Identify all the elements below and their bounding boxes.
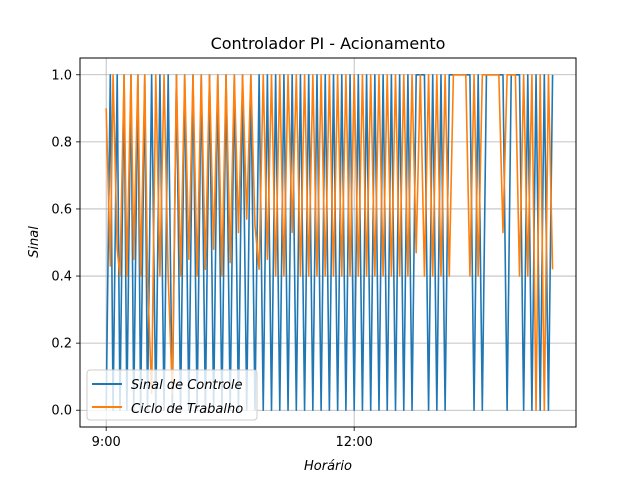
y-tick-label: 0.0: [51, 404, 72, 419]
series-lines: [105, 73, 554, 412]
plot-frame: [79, 57, 577, 428]
legend-label-controle: Sinal de Controle: [131, 378, 242, 393]
y-tick-label: 0.6: [51, 202, 72, 217]
y-tick-label: 0.4: [51, 270, 72, 285]
x-tick-label: 12:00: [335, 435, 372, 450]
y-tick-label: 0.8: [51, 135, 72, 150]
y-tick-label: 1.0: [51, 68, 72, 83]
y-axis-ticks: 0.0 0.2 0.4 0.6 0.8 1.0: [51, 68, 80, 419]
y-axis-label: Sinal: [27, 226, 42, 258]
x-axis-label: Horário: [304, 459, 352, 474]
legend: Sinal de Controle Ciclo de Trabalho: [86, 369, 258, 421]
plot-area: [105, 73, 554, 412]
series-line-ciclo-de-trabalho: [105, 73, 554, 412]
legend-label-ciclo: Ciclo de Trabalho: [131, 402, 243, 417]
legend-box: [86, 369, 258, 421]
chart-title: Controlador PI - Acionamento: [211, 34, 446, 53]
x-axis-ticks: 9:00 12:00: [92, 427, 373, 450]
y-tick-label: 0.2: [51, 337, 72, 352]
x-tick-label: 9:00: [92, 435, 121, 450]
